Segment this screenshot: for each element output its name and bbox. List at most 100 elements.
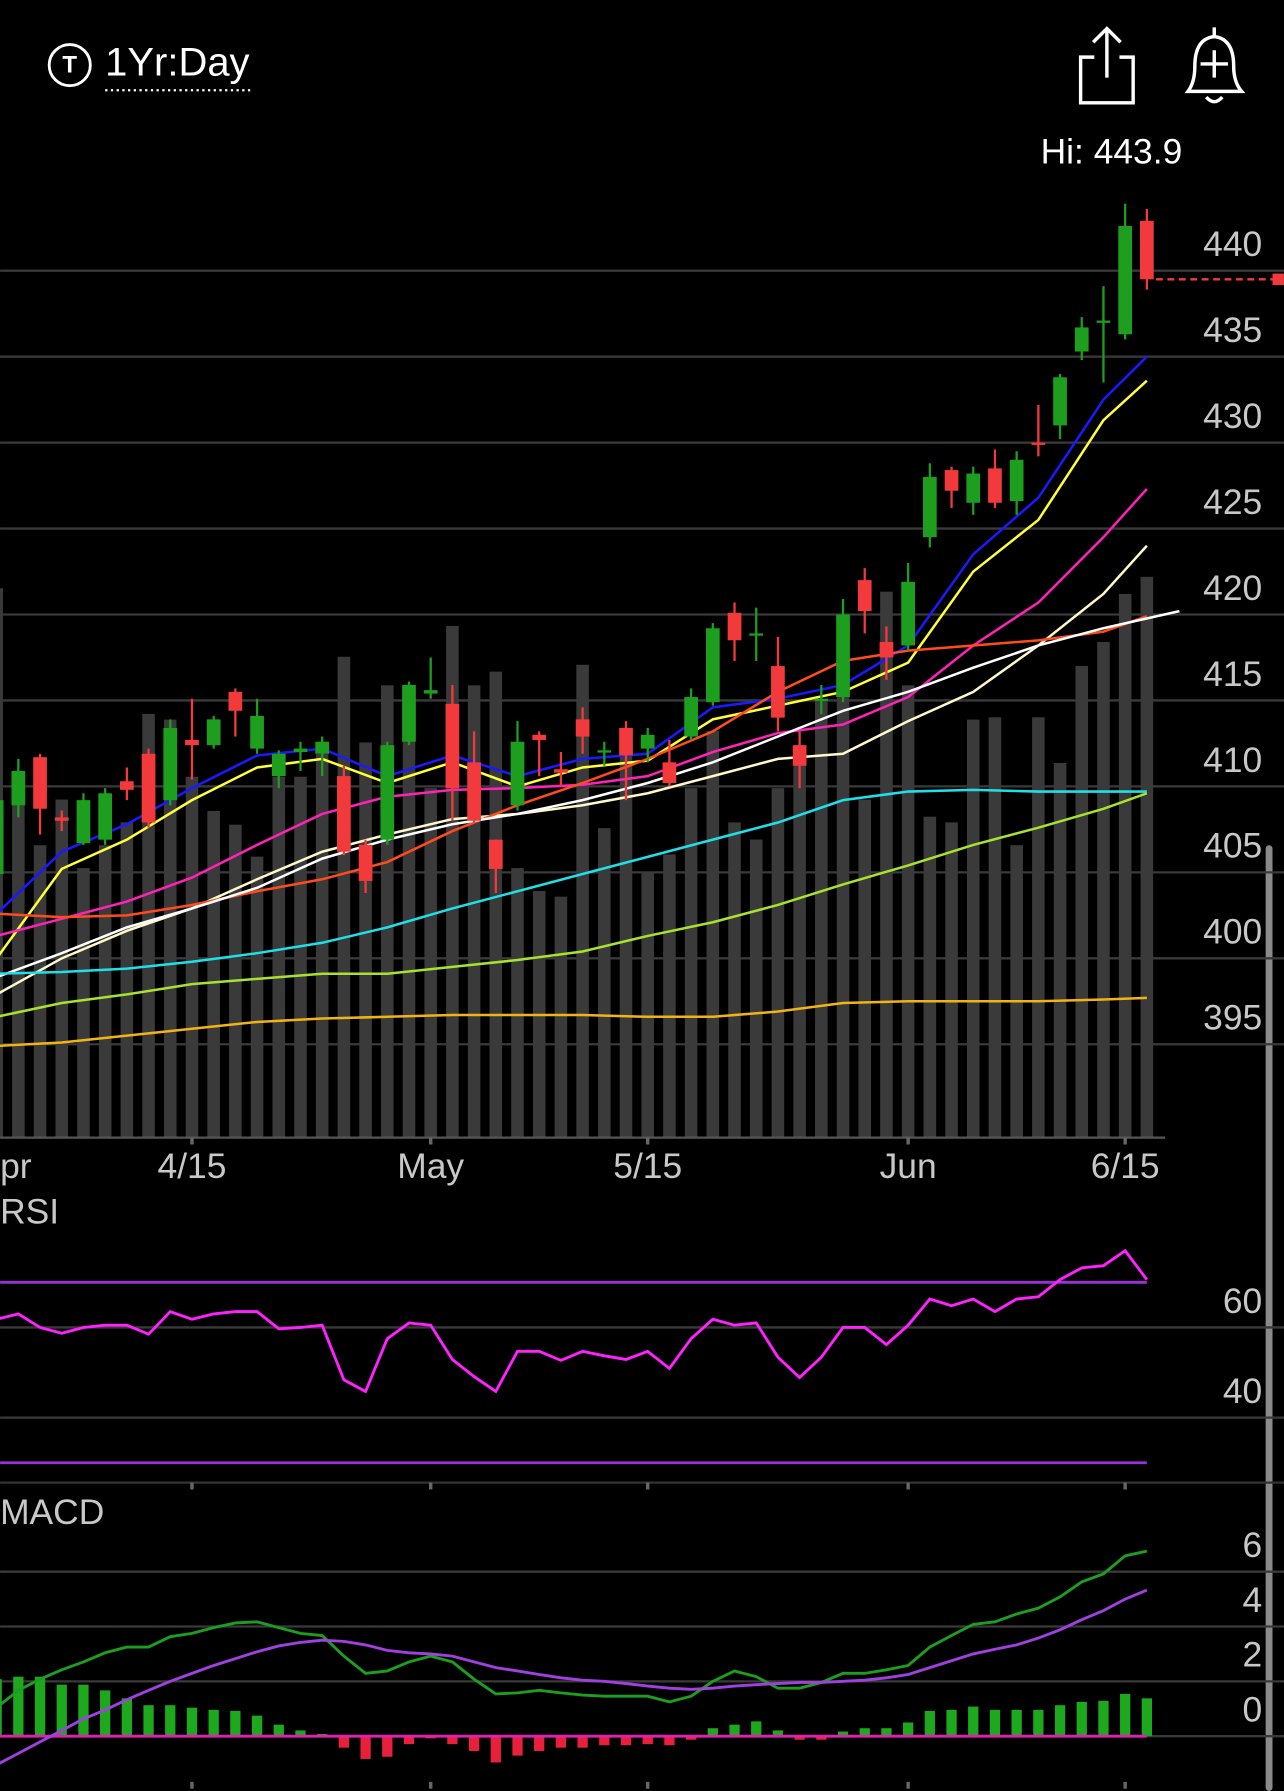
histogram-bar [56,1684,67,1737]
y-tick-label: 6 [1243,1525,1263,1565]
volume-bar [641,871,654,1138]
y-tick-label: 400 [1203,912,1262,952]
candle-body [988,468,1002,503]
histogram-bar [1098,1700,1109,1737]
histogram-bar [78,1684,89,1737]
y-tick-label: 425 [1203,482,1262,522]
candle-body [1118,226,1133,335]
histogram-bar [859,1728,870,1737]
candle-body [640,734,655,749]
scrollbar[interactable] [1265,845,1273,1791]
candle-body [1096,320,1111,323]
candle-body [33,757,47,809]
candle-body [922,476,937,538]
volume-bar [1075,665,1089,1138]
rsi-line [0,1248,1149,1394]
histogram-bar [34,1676,46,1737]
histogram-bar [902,1722,914,1737]
histogram-bar [338,1736,350,1748]
moving-average [0,379,1148,956]
y-tick-label: 395 [1203,998,1262,1038]
candle-body [488,839,503,869]
high-annotation: Hi: 443.9 [1041,132,1183,172]
candle-body [467,762,481,821]
moving-average [0,788,1147,975]
volume-bar [619,731,633,1138]
histogram-bar [295,1730,306,1737]
candle-body [836,614,850,698]
candle-body [358,844,373,881]
candle-body [402,684,416,742]
volume-bar [858,799,872,1138]
histogram-bar [230,1710,241,1737]
histogram-bar [577,1736,588,1748]
candle-body [1031,442,1046,445]
histogram-bar [968,1706,979,1737]
candle-body [1053,377,1067,426]
volume-bar [33,845,47,1138]
volume-bar [402,685,416,1138]
y-tick-label: 435 [1203,310,1262,350]
volume-bar [163,719,177,1138]
y-tick-label: 40 [1223,1371,1262,1411]
share-button[interactable] [1078,26,1135,105]
histogram-bar [772,1730,784,1737]
y-tick-label: 0 [1243,1690,1263,1730]
volume-bar [207,810,220,1138]
x-tick-label: 4/15 [158,1146,227,1186]
candle-body [76,800,91,844]
candle-body [554,769,568,773]
share-arrow [1091,26,1122,78]
histogram-bar [1076,1701,1087,1737]
volume-bar [749,839,763,1138]
histogram-bar [100,1690,111,1737]
candle-body [1140,220,1154,280]
volume-bar [424,788,437,1138]
timeframe-button[interactable]: T 1Yr:Day [47,41,251,92]
alert-button[interactable] [1184,27,1246,104]
volume-bar [663,854,676,1138]
volume-bar [923,816,937,1138]
histogram-bar [186,1707,198,1737]
candle-body [54,817,69,821]
candle-body [727,612,742,641]
y-tick-label: 2 [1243,1635,1263,1675]
candle-body [315,741,330,754]
candle-body [120,781,134,790]
y-tick-label: 430 [1203,396,1262,436]
histogram-bar [837,1731,849,1737]
volume-bar [120,822,134,1138]
candle-body [206,719,221,746]
histogram-bar [729,1724,740,1737]
volume-bar [489,671,503,1138]
histogram-bar [946,1709,957,1737]
volume-bar [684,788,698,1138]
histogram-bar [208,1709,219,1737]
histogram-bar [642,1736,653,1745]
volume-bar [988,717,1002,1138]
histogram-bar [1120,1693,1131,1737]
histogram-bar [165,1705,176,1737]
candle-body [901,581,915,646]
volume-bar [728,822,741,1138]
volume-bar [1118,593,1132,1138]
volume-bar [250,856,264,1138]
histogram-bar [0,1679,2,1737]
histogram-bar [1033,1709,1044,1737]
share-box [1078,55,1135,105]
histogram-bar [512,1736,523,1756]
candle-body [1074,327,1089,352]
y-tick-label: 440 [1203,224,1262,264]
volume-bar [1140,576,1154,1138]
volume-bar [77,868,90,1138]
volume-bar [706,731,720,1138]
x-tick-label: 6/15 [1091,1146,1160,1186]
moving-average [0,996,1147,1048]
moving-average [0,609,1180,978]
candle-body [380,745,395,840]
candle-body [597,750,612,753]
histogram-bar [881,1728,892,1737]
bell-details [1200,27,1228,104]
